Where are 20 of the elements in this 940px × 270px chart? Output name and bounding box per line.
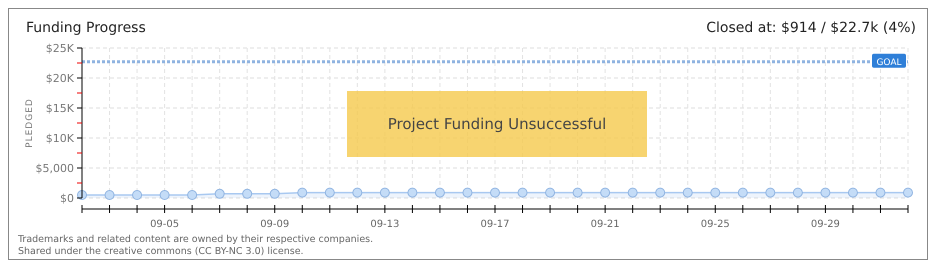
y-tick-label: $25K	[46, 42, 75, 55]
x-tick-label: 09-25	[700, 219, 730, 230]
x-tick-label: 09-09	[260, 219, 290, 230]
y-tick-label: $0	[60, 192, 74, 205]
text: Shared under the creative commons (CC BY-NC 3.0) license.	[18, 246, 304, 257]
y-tick-label: $5,000	[36, 162, 74, 175]
y-tick-label: $20K	[46, 72, 75, 85]
x-tick-label: 09-05	[150, 219, 180, 230]
chart-subtitle: Closed at: $914 / $22.7k (4%)	[706, 20, 916, 36]
x-tick-label: 09-29	[810, 219, 840, 230]
y-tick-label: $15K	[46, 102, 75, 115]
y-axis-title: PLEDGED	[25, 98, 35, 148]
chart-title: Funding Progress	[26, 20, 146, 36]
x-tick-label: 09-17	[480, 219, 510, 230]
text: Trademarks and related content are owned by their respective companies.	[17, 234, 374, 245]
ref-line-label: GOAL	[876, 58, 902, 68]
y-tick-label: $10K	[46, 132, 75, 145]
annotation: Project Funding Unsuccessful	[388, 115, 606, 133]
x-tick-label: 09-13	[370, 219, 400, 230]
x-tick-label: 09-21	[590, 219, 620, 230]
